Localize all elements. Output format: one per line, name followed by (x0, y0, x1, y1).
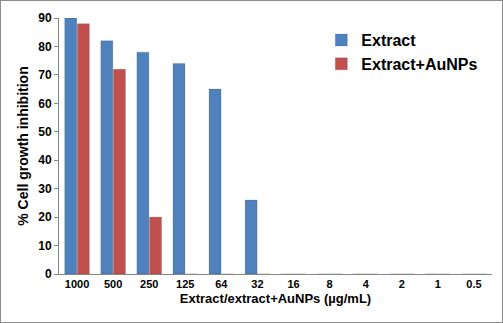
svg-text:10: 10 (38, 239, 52, 253)
svg-text:2: 2 (399, 278, 405, 290)
svg-text:250: 250 (140, 278, 158, 290)
svg-text:64: 64 (215, 278, 228, 290)
svg-text:1000: 1000 (65, 278, 89, 290)
svg-text:4: 4 (363, 278, 370, 290)
svg-text:30: 30 (38, 182, 52, 196)
svg-text:50: 50 (38, 125, 52, 139)
svg-text:80: 80 (38, 40, 52, 54)
svg-text:Extract: Extract (361, 32, 416, 49)
svg-text:Extract/extract+AuNPs (µg/mL): Extract/extract+AuNPs (µg/mL) (180, 291, 371, 306)
svg-text:% Cell growth inhibition: % Cell growth inhibition (15, 66, 31, 225)
svg-text:90: 90 (38, 11, 52, 25)
svg-text:125: 125 (176, 278, 194, 290)
svg-text:Extract+AuNPs: Extract+AuNPs (361, 56, 477, 73)
svg-text:20: 20 (38, 210, 52, 224)
svg-text:0.5: 0.5 (466, 278, 481, 290)
svg-text:0: 0 (45, 267, 52, 281)
svg-text:40: 40 (38, 153, 52, 167)
svg-text:32: 32 (251, 278, 263, 290)
svg-text:16: 16 (287, 278, 299, 290)
svg-text:60: 60 (38, 97, 52, 111)
svg-text:8: 8 (327, 278, 333, 290)
svg-text:500: 500 (104, 278, 122, 290)
svg-text:70: 70 (38, 68, 52, 82)
svg-text:1: 1 (435, 278, 441, 290)
